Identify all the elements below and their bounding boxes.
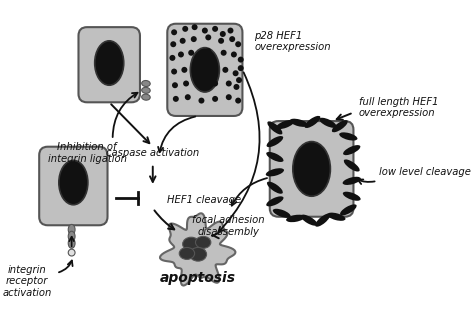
Ellipse shape bbox=[276, 120, 294, 129]
Ellipse shape bbox=[202, 28, 208, 34]
Ellipse shape bbox=[171, 69, 177, 74]
Ellipse shape bbox=[344, 160, 360, 171]
Ellipse shape bbox=[226, 94, 232, 100]
Ellipse shape bbox=[218, 38, 224, 44]
Text: full length HEF1
overexpression: full length HEF1 overexpression bbox=[358, 97, 438, 118]
Ellipse shape bbox=[315, 213, 330, 227]
Ellipse shape bbox=[188, 50, 194, 56]
Text: low level cleavage: low level cleavage bbox=[379, 167, 471, 177]
Ellipse shape bbox=[199, 98, 204, 104]
Ellipse shape bbox=[183, 81, 189, 86]
Ellipse shape bbox=[235, 41, 241, 47]
Ellipse shape bbox=[171, 29, 177, 35]
Ellipse shape bbox=[170, 41, 176, 47]
Ellipse shape bbox=[238, 56, 244, 63]
Ellipse shape bbox=[191, 36, 197, 42]
Ellipse shape bbox=[228, 28, 234, 34]
Ellipse shape bbox=[172, 82, 178, 88]
Ellipse shape bbox=[286, 215, 305, 222]
Ellipse shape bbox=[238, 65, 244, 71]
Ellipse shape bbox=[191, 24, 198, 30]
Ellipse shape bbox=[142, 81, 150, 86]
Ellipse shape bbox=[340, 204, 356, 215]
Ellipse shape bbox=[182, 67, 187, 73]
Ellipse shape bbox=[327, 213, 346, 221]
Text: focal adhesion
disassembly: focal adhesion disassembly bbox=[192, 215, 265, 237]
Ellipse shape bbox=[343, 145, 360, 155]
Polygon shape bbox=[160, 213, 236, 286]
Ellipse shape bbox=[212, 81, 218, 86]
Ellipse shape bbox=[226, 81, 232, 86]
Text: Inhibition of
integrin ligation: Inhibition of integrin ligation bbox=[47, 143, 127, 164]
Ellipse shape bbox=[59, 160, 88, 205]
Ellipse shape bbox=[205, 34, 211, 40]
Text: apoptosis: apoptosis bbox=[160, 271, 236, 285]
Ellipse shape bbox=[68, 224, 75, 235]
Ellipse shape bbox=[142, 87, 150, 93]
Ellipse shape bbox=[222, 67, 228, 73]
Ellipse shape bbox=[293, 142, 330, 196]
Ellipse shape bbox=[221, 50, 227, 56]
Ellipse shape bbox=[229, 36, 235, 42]
Ellipse shape bbox=[199, 84, 204, 90]
Ellipse shape bbox=[273, 209, 291, 218]
Ellipse shape bbox=[339, 132, 357, 141]
Ellipse shape bbox=[207, 67, 213, 73]
Ellipse shape bbox=[169, 55, 175, 61]
Ellipse shape bbox=[212, 26, 218, 32]
Ellipse shape bbox=[190, 247, 207, 261]
Ellipse shape bbox=[266, 196, 283, 206]
Ellipse shape bbox=[68, 238, 75, 248]
Text: p28 HEF1
overexpression: p28 HEF1 overexpression bbox=[255, 30, 331, 52]
Ellipse shape bbox=[191, 48, 219, 92]
FancyBboxPatch shape bbox=[270, 121, 354, 217]
Ellipse shape bbox=[266, 168, 284, 177]
Ellipse shape bbox=[319, 118, 337, 128]
Ellipse shape bbox=[195, 236, 211, 248]
Text: HEF1 cleavage: HEF1 cleavage bbox=[167, 195, 241, 205]
FancyBboxPatch shape bbox=[167, 24, 242, 116]
Ellipse shape bbox=[179, 247, 195, 259]
FancyBboxPatch shape bbox=[39, 147, 108, 225]
Text: caspase activation: caspase activation bbox=[106, 148, 200, 158]
Ellipse shape bbox=[185, 94, 191, 100]
Ellipse shape bbox=[304, 116, 320, 128]
Ellipse shape bbox=[68, 231, 75, 241]
Ellipse shape bbox=[231, 51, 237, 57]
Circle shape bbox=[68, 249, 75, 256]
Text: integrin
receptor
activation: integrin receptor activation bbox=[2, 265, 52, 298]
FancyBboxPatch shape bbox=[79, 27, 140, 102]
Ellipse shape bbox=[235, 98, 241, 104]
Ellipse shape bbox=[343, 192, 361, 201]
Ellipse shape bbox=[234, 84, 239, 90]
Ellipse shape bbox=[332, 120, 348, 132]
Ellipse shape bbox=[266, 136, 283, 147]
Ellipse shape bbox=[233, 70, 238, 76]
Ellipse shape bbox=[267, 121, 283, 134]
Ellipse shape bbox=[178, 51, 184, 57]
Ellipse shape bbox=[343, 177, 361, 185]
Ellipse shape bbox=[236, 77, 242, 83]
Ellipse shape bbox=[301, 215, 318, 226]
Ellipse shape bbox=[212, 96, 218, 102]
Ellipse shape bbox=[180, 38, 186, 44]
Ellipse shape bbox=[220, 31, 226, 37]
Ellipse shape bbox=[182, 26, 188, 32]
Ellipse shape bbox=[205, 48, 211, 54]
Ellipse shape bbox=[290, 119, 308, 127]
Ellipse shape bbox=[182, 237, 200, 251]
Ellipse shape bbox=[142, 94, 150, 100]
Ellipse shape bbox=[195, 69, 201, 74]
Ellipse shape bbox=[267, 182, 283, 194]
Ellipse shape bbox=[266, 152, 283, 162]
Ellipse shape bbox=[95, 41, 124, 85]
Ellipse shape bbox=[173, 96, 179, 102]
